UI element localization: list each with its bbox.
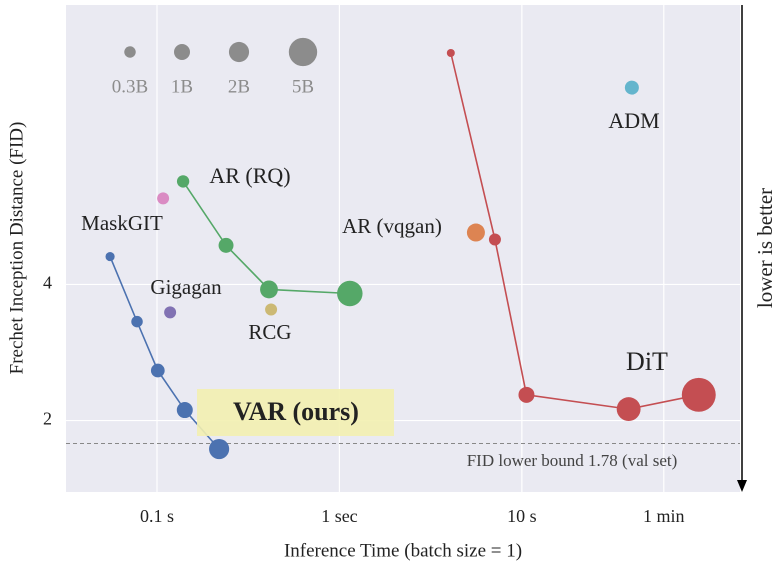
point [337, 280, 363, 307]
label-highlight [197, 389, 394, 436]
x-axis-label: Inference Time (batch size = 1) [284, 540, 522, 561]
series-label: ADM [608, 108, 659, 133]
series-label: Gigagan [150, 275, 222, 299]
size-legend-marker [288, 37, 318, 67]
size-legend-label: 1B [171, 76, 193, 97]
y-tick-label: 2 [43, 409, 52, 429]
series-line [182, 180, 350, 295]
point [164, 306, 177, 319]
point [150, 363, 165, 378]
series-label: AR (vqgan) [342, 214, 442, 238]
x-tick-label: 1 sec [321, 506, 357, 526]
point [265, 303, 278, 316]
point [157, 192, 170, 205]
x-tick-label: 1 min [643, 506, 685, 526]
size-legend-label: 0.3B [112, 76, 148, 97]
point [466, 223, 485, 242]
size-legend-marker [228, 41, 250, 63]
size-legend-marker [124, 46, 136, 58]
plot-area [66, 5, 740, 492]
point [446, 49, 455, 58]
point [518, 386, 535, 403]
series-label: MaskGIT [81, 211, 163, 235]
point [209, 438, 230, 460]
y-tick-label: 4 [43, 273, 52, 293]
point [488, 233, 501, 246]
point [260, 280, 278, 299]
x-tick-label: 0.1 s [140, 506, 174, 526]
series-label: AR (RQ) [209, 163, 290, 188]
point [176, 175, 190, 188]
point [105, 251, 115, 262]
point [131, 315, 143, 328]
point [616, 397, 641, 422]
point [176, 402, 193, 419]
size-legend-label: 5B [292, 76, 314, 97]
arrow-head [737, 480, 747, 492]
size-legend-marker [174, 44, 190, 60]
point [681, 377, 716, 412]
point [218, 237, 234, 253]
series-label: VAR (ours) [233, 397, 359, 426]
side-note: lower is better [753, 188, 777, 308]
y-axis-label: Frechet Inception Distance (FID) [6, 122, 27, 375]
size-legend-label: 2B [228, 76, 250, 97]
x-tick-label: 10 s [507, 506, 537, 526]
series-label: RCG [248, 320, 291, 344]
point [624, 80, 639, 95]
series-label: DiT [626, 347, 668, 376]
reference-label: FID lower bound 1.78 (val set) [467, 451, 678, 470]
